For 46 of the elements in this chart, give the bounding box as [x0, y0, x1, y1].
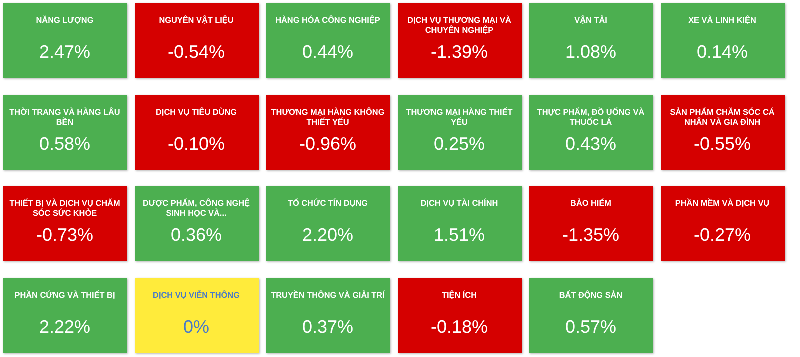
category-label: THỰC PHẨM, ĐỒ UỐNG VÀ THUỐC LÁ	[536, 108, 646, 128]
data-label: -1.39%	[430, 42, 490, 63]
data-label: 0.37%	[301, 316, 355, 338]
category-label: DƯỢC PHẨM, CÔNG NGHỆ SINH HỌC VÀ...	[142, 199, 252, 219]
data-label: -0.54%	[166, 42, 226, 63]
data-label: 0.57%	[564, 316, 618, 338]
data-label: 2.20%	[301, 225, 355, 246]
data-label: 0.58%	[38, 134, 92, 154]
data-label: -0.27%	[692, 225, 752, 246]
data-label: -0.73%	[35, 225, 95, 246]
category-label: THƯƠNG MẠI HÀNG THIẾT YẾU	[405, 108, 514, 128]
category-label: TIỆN ÍCH	[440, 290, 478, 300]
data-label: -0.55%	[692, 134, 752, 154]
data-label: 2.22%	[38, 316, 92, 338]
data-label: -1.35%	[561, 225, 621, 246]
data-label: 1.08%	[564, 42, 618, 63]
category-label: HÀNG HÓA CÔNG NGHIỆP	[274, 16, 382, 26]
category-label: VẬN TẢI	[574, 16, 608, 26]
category-label: THIẾT BỊ VÀ DỊCH VỤ CHĂM SÓC SỨC KHỎE	[8, 199, 122, 219]
category-label: BẢO HIỂM	[570, 199, 612, 209]
data-label: 1.51%	[432, 225, 486, 246]
category-label: NĂNG LƯỢNG	[35, 16, 95, 26]
data-label: 0.14%	[696, 42, 750, 63]
category-label: XE VÀ LINH KIỆN	[688, 16, 758, 26]
data-label: 2.47%	[38, 42, 92, 63]
data-label: 0.43%	[564, 134, 618, 154]
category-label: SẢN PHẨM CHĂM SÓC CÁ NHÂN VÀ GIA ĐÌNH	[669, 108, 776, 128]
category-label: PHẦN CỨNG VÀ THIẾT BỊ	[14, 290, 116, 300]
category-label: TRUYỀN THÔNG VÀ GIẢI TRÍ	[270, 290, 386, 300]
category-label: DỊCH VỤ VIỄN THÔNG	[152, 290, 241, 300]
data-label: -0.10%	[166, 134, 226, 154]
data-label: -0.18%	[430, 316, 490, 338]
data-label: -0.96%	[298, 134, 358, 154]
category-label: DỊCH VỤ TIÊU DÙNG	[155, 108, 238, 118]
category-label: BẤT ĐỘNG SẢN	[558, 290, 624, 300]
category-label: PHẦN MỀM VÀ DỊCH VỤ	[674, 199, 771, 209]
data-label: 0.36%	[170, 225, 224, 246]
data-label: 0%	[182, 316, 210, 338]
category-label: TỔ CHỨC TÍN DỤNG	[286, 199, 370, 209]
category-label: THỜI TRANG VÀ HÀNG LÂU BỀN	[8, 108, 122, 128]
category-label: NGUYÊN VẬT LIỆU	[158, 16, 235, 26]
category-label: DỊCH VỤ THƯƠNG MẠI VÀ CHUYÊN NGHIỆP	[406, 16, 512, 36]
data-label: 0.44%	[301, 42, 355, 63]
data-label: 0.25%	[432, 134, 486, 154]
category-label: DỊCH VỤ TÀI CHÍNH	[420, 199, 500, 209]
category-label: THƯƠNG MẠI HÀNG KHÔNG THIẾT YẾU	[270, 108, 386, 128]
